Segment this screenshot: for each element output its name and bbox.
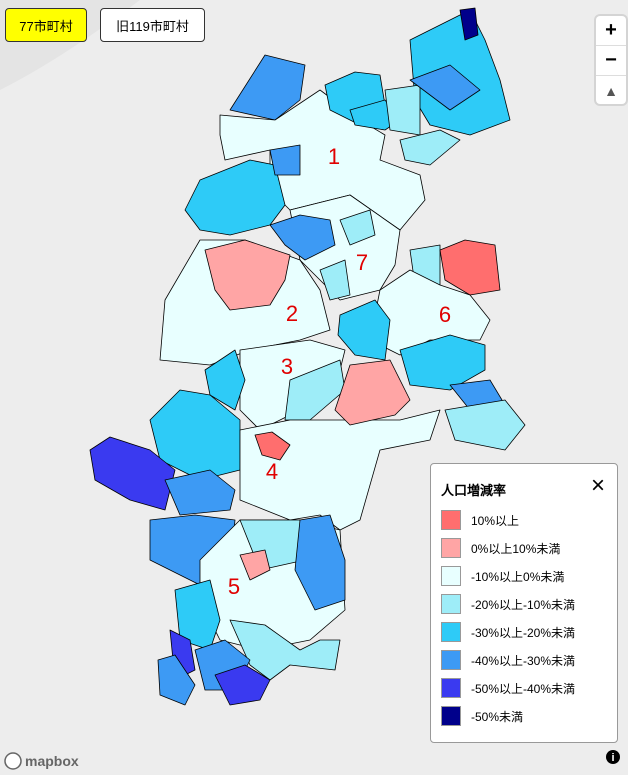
button-77[interactable]: 77市町村: [5, 8, 87, 42]
legend-swatch: [441, 538, 461, 558]
legend-label: 10%以上: [471, 513, 520, 528]
zoom-in[interactable]: +: [596, 16, 626, 46]
mapbox-icon: [4, 752, 22, 770]
region-label: 1: [328, 144, 340, 169]
municipality[interactable]: [339, 209, 376, 246]
info-text[interactable]: i: [611, 752, 614, 764]
legend-swatch: [441, 622, 461, 642]
municipality[interactable]: [439, 239, 501, 296]
info-icon[interactable]: [606, 750, 620, 764]
municipality[interactable]: [214, 664, 271, 706]
legend-swatch: [441, 706, 461, 726]
municipality[interactable]: [334, 359, 411, 426]
legend-item: 10%以上: [441, 509, 519, 531]
municipality[interactable]: [409, 9, 511, 136]
municipality[interactable]: [229, 619, 341, 681]
municipality[interactable]: [269, 144, 301, 176]
zoom-out[interactable]: −: [596, 46, 626, 76]
municipality[interactable]: [384, 84, 421, 136]
region-label: 2: [286, 301, 298, 326]
municipality[interactable]: [409, 64, 481, 111]
municipality[interactable]: [239, 549, 271, 581]
legend-item: -50%未満: [441, 705, 523, 727]
legend-swatch: [441, 510, 461, 530]
legend-label: -20%以上-10%未満: [471, 597, 576, 612]
municipality[interactable]: [204, 239, 291, 311]
legend-item: -30%以上-20%未満: [441, 621, 575, 643]
municipality[interactable]: [164, 469, 236, 516]
municipality[interactable]: [254, 431, 291, 461]
municipality[interactable]: [174, 579, 221, 651]
municipality[interactable]: [184, 159, 286, 236]
legend-swatch: [441, 566, 461, 586]
municipality[interactable]: [399, 334, 486, 391]
legend: 人口増減率 × 10%以上 0%以上10%未満 -10%以上0%未満 -20%以上-1…: [430, 463, 618, 743]
legend-label: -50%以上-40%未満: [471, 681, 576, 696]
legend-label: -40%以上-30%未満: [471, 653, 576, 668]
municipality[interactable]: [399, 129, 461, 166]
municipality[interactable]: [229, 54, 306, 121]
zoom-control: + − ▲: [596, 16, 626, 104]
municipality[interactable]: [204, 349, 246, 411]
legend-item: 0%以上10%未満: [441, 537, 560, 559]
legend-label: -30%以上-20%未満: [471, 625, 576, 640]
municipality[interactable]: [157, 654, 196, 706]
legend-swatch: [441, 678, 461, 698]
legend-item: -10%以上0%未満: [441, 565, 564, 587]
region-label: 6: [439, 302, 451, 327]
button-119[interactable]: 旧119市町村: [100, 8, 205, 42]
region-label: 7: [356, 250, 368, 275]
reset-bearing[interactable]: ▲: [604, 82, 618, 99]
municipality[interactable]: [294, 514, 346, 611]
legend-title: 人口増減率: [441, 483, 507, 498]
region-label: 5: [228, 574, 240, 599]
region-label: 4: [266, 459, 278, 484]
municipality[interactable]: [337, 299, 391, 361]
municipality[interactable]: [269, 214, 336, 261]
region-label: 3: [281, 354, 293, 379]
municipality[interactable]: [319, 259, 351, 301]
legend-swatch: [441, 594, 461, 614]
municipality[interactable]: [459, 7, 479, 41]
legend-label: -50%未満: [471, 709, 524, 724]
municipality[interactable]: [284, 359, 346, 421]
municipality[interactable]: [444, 399, 526, 451]
mapbox-logo[interactable]: mapbox: [25, 753, 79, 769]
legend-item: -40%以上-30%未満: [441, 649, 575, 671]
legend-label: -10%以上0%未満: [471, 569, 565, 584]
legend-close[interactable]: ×: [591, 472, 606, 499]
legend-swatch: [441, 650, 461, 670]
legend-label: 0%以上10%未満: [471, 541, 561, 556]
legend-item: -20%以上-10%未満: [441, 593, 575, 615]
legend-item: -50%以上-40%未満: [441, 677, 575, 699]
